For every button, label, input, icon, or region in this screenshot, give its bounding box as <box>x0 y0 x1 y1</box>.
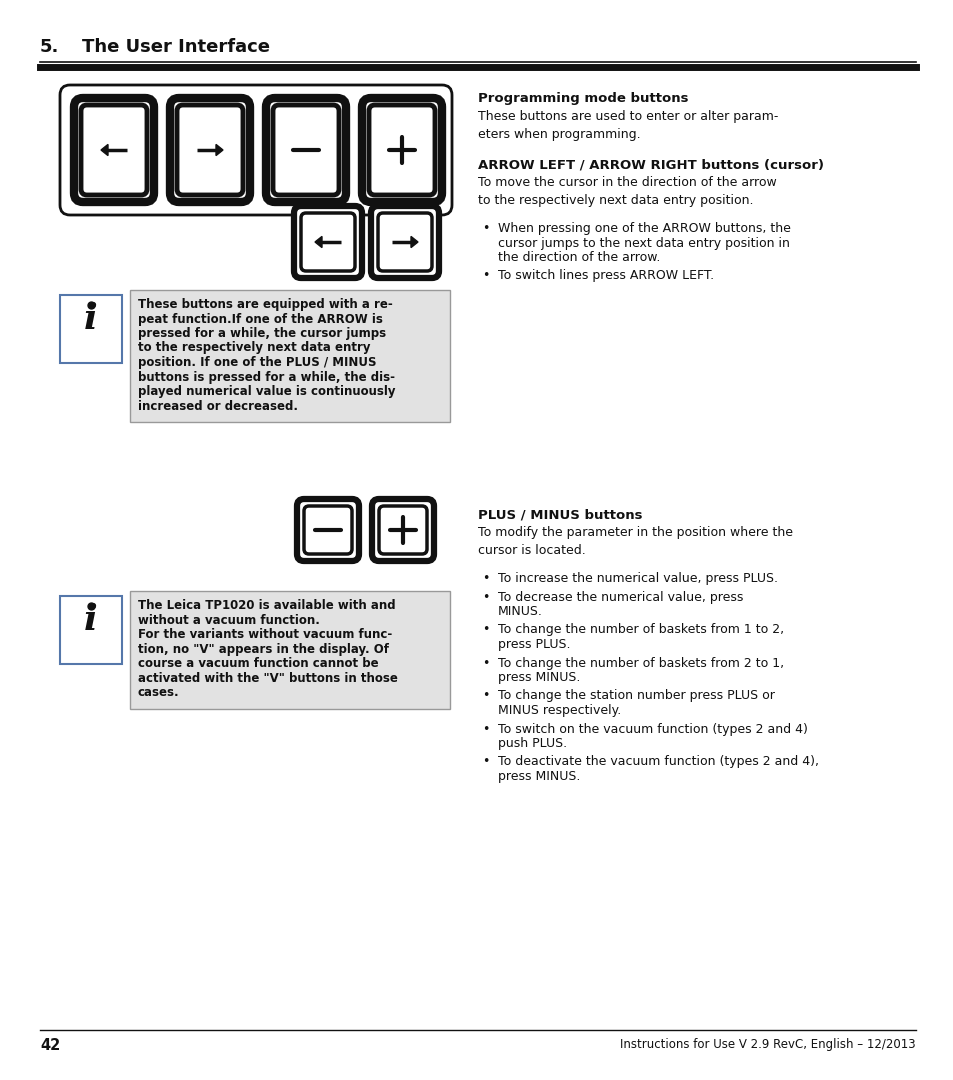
Text: To increase the numerical value, press PLUS.: To increase the numerical value, press P… <box>497 572 778 585</box>
Text: •: • <box>481 623 489 636</box>
Text: •: • <box>481 756 489 769</box>
Text: To change the number of baskets from 2 to 1,: To change the number of baskets from 2 t… <box>497 657 783 670</box>
FancyBboxPatch shape <box>369 105 435 195</box>
Text: activated with the "V" buttons in those: activated with the "V" buttons in those <box>138 672 397 685</box>
Text: played numerical value is continuously: played numerical value is continuously <box>138 384 395 399</box>
Text: without a vacuum function.: without a vacuum function. <box>138 613 319 626</box>
Polygon shape <box>101 145 108 156</box>
Text: To switch on the vacuum function (types 2 and 4): To switch on the vacuum function (types … <box>497 723 807 735</box>
FancyBboxPatch shape <box>371 206 438 278</box>
Text: MINUS.: MINUS. <box>497 605 542 618</box>
FancyBboxPatch shape <box>361 98 441 202</box>
Text: The Leica TP1020 is available with and: The Leica TP1020 is available with and <box>138 599 395 612</box>
FancyBboxPatch shape <box>378 507 427 554</box>
Text: peat function.If one of the ARROW is: peat function.If one of the ARROW is <box>138 312 382 325</box>
Text: These buttons are used to enter or alter param-
eters when programming.: These buttons are used to enter or alter… <box>477 110 778 141</box>
Text: •: • <box>481 723 489 735</box>
Text: pressed for a while, the cursor jumps: pressed for a while, the cursor jumps <box>138 327 386 340</box>
Text: •: • <box>481 270 489 283</box>
Text: To change the station number press PLUS or: To change the station number press PLUS … <box>497 689 774 702</box>
Text: ARROW LEFT / ARROW RIGHT buttons (cursor): ARROW LEFT / ARROW RIGHT buttons (cursor… <box>477 158 823 171</box>
Text: When pressing one of the ARROW buttons, the: When pressing one of the ARROW buttons, … <box>497 222 790 235</box>
Polygon shape <box>314 237 322 247</box>
Text: To modify the parameter in the position where the
cursor is located.: To modify the parameter in the position … <box>477 526 792 557</box>
Text: press PLUS.: press PLUS. <box>497 638 570 651</box>
Text: push PLUS.: push PLUS. <box>497 737 566 750</box>
Text: cursor jumps to the next data entry position in: cursor jumps to the next data entry posi… <box>497 237 789 249</box>
Text: To change the number of baskets from 1 to 2,: To change the number of baskets from 1 t… <box>497 623 783 636</box>
FancyBboxPatch shape <box>296 499 358 561</box>
Text: PLUS / MINUS buttons: PLUS / MINUS buttons <box>477 508 641 521</box>
Text: course a vacuum function cannot be: course a vacuum function cannot be <box>138 657 378 670</box>
Text: For the variants without vacuum func-: For the variants without vacuum func- <box>138 627 392 642</box>
FancyBboxPatch shape <box>81 105 147 195</box>
Text: tion, no "V" appears in the display. Of: tion, no "V" appears in the display. Of <box>138 643 389 656</box>
FancyBboxPatch shape <box>60 295 122 363</box>
FancyBboxPatch shape <box>177 105 243 195</box>
Text: i: i <box>84 301 98 336</box>
Polygon shape <box>215 145 223 156</box>
Text: The User Interface: The User Interface <box>82 38 270 56</box>
Text: •: • <box>481 572 489 585</box>
Text: •: • <box>481 689 489 702</box>
Text: •: • <box>481 657 489 670</box>
Text: i: i <box>84 603 98 637</box>
Text: press MINUS.: press MINUS. <box>497 671 579 684</box>
Text: Instructions for Use V 2.9 RevC, English – 12/2013: Instructions for Use V 2.9 RevC, English… <box>619 1038 915 1051</box>
FancyBboxPatch shape <box>273 105 338 195</box>
Text: buttons is pressed for a while, the dis-: buttons is pressed for a while, the dis- <box>138 370 395 383</box>
FancyBboxPatch shape <box>372 499 434 561</box>
Text: To move the cursor in the direction of the arrow
to the respectively next data e: To move the cursor in the direction of t… <box>477 176 776 207</box>
Text: to the respectively next data entry: to the respectively next data entry <box>138 341 370 354</box>
Text: Programming mode buttons: Programming mode buttons <box>477 92 688 105</box>
Text: position. If one of the PLUS / MINUS: position. If one of the PLUS / MINUS <box>138 356 376 369</box>
FancyBboxPatch shape <box>130 591 450 708</box>
Polygon shape <box>411 237 417 247</box>
Text: cases.: cases. <box>138 686 179 699</box>
Text: •: • <box>481 591 489 604</box>
Text: the direction of the arrow.: the direction of the arrow. <box>497 251 659 264</box>
Text: press MINUS.: press MINUS. <box>497 770 579 783</box>
FancyBboxPatch shape <box>60 596 122 664</box>
Text: increased or decreased.: increased or decreased. <box>138 400 297 413</box>
FancyBboxPatch shape <box>304 507 352 554</box>
FancyBboxPatch shape <box>170 98 250 202</box>
Text: 42: 42 <box>40 1038 60 1053</box>
Text: To decrease the numerical value, press: To decrease the numerical value, press <box>497 591 742 604</box>
FancyBboxPatch shape <box>60 85 452 215</box>
Text: •: • <box>481 222 489 235</box>
FancyBboxPatch shape <box>294 206 361 278</box>
Text: These buttons are equipped with a re-: These buttons are equipped with a re- <box>138 298 393 311</box>
Text: 5.: 5. <box>40 38 59 56</box>
FancyBboxPatch shape <box>377 213 432 271</box>
FancyBboxPatch shape <box>301 213 355 271</box>
FancyBboxPatch shape <box>130 291 450 422</box>
Text: To deactivate the vacuum function (types 2 and 4),: To deactivate the vacuum function (types… <box>497 756 818 769</box>
FancyBboxPatch shape <box>74 98 153 202</box>
FancyBboxPatch shape <box>266 98 346 202</box>
Text: MINUS respectively.: MINUS respectively. <box>497 704 620 717</box>
Text: To switch lines press ARROW LEFT.: To switch lines press ARROW LEFT. <box>497 270 714 283</box>
